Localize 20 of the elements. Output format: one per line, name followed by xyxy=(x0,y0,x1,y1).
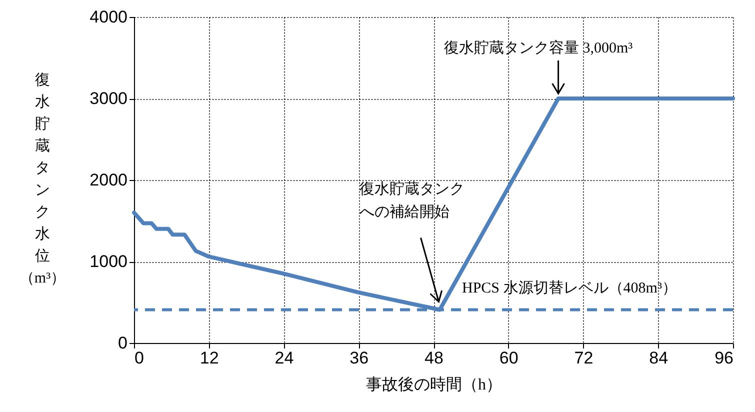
line-series xyxy=(132,96,735,312)
x-axis-title: 事故後の時間（h） xyxy=(366,376,502,394)
x-tick-label: 36 xyxy=(350,348,369,368)
x-tick-label: 96 xyxy=(714,348,734,368)
x-tick-label: 48 xyxy=(424,348,444,368)
y-tick-label: 0 xyxy=(118,334,128,352)
annotation: 復水貯蔵タンクへの補給開始 xyxy=(360,180,465,221)
text: 復水貯蔵タンク水位（m³） xyxy=(19,72,66,286)
ref-line-label: HPCS 水源切替レベル（408m³） xyxy=(462,280,677,297)
y-tick-label: 4000 xyxy=(90,8,128,26)
x-tick-label: 84 xyxy=(649,348,668,368)
y-tick-label: 2000 xyxy=(90,170,128,190)
x-tick-label: 12 xyxy=(200,348,219,368)
x-tick-label: 24 xyxy=(274,348,294,368)
x-tick-label: 72 xyxy=(574,348,594,368)
y-tick-label: 3000 xyxy=(90,89,128,108)
y-tick-label: 1000 xyxy=(90,252,128,271)
x-tick-label: 60 xyxy=(499,348,518,368)
x-tick-label: 0 xyxy=(134,348,144,368)
annotation: 復水貯蔵タンク容量 3,000m³ xyxy=(444,40,634,56)
